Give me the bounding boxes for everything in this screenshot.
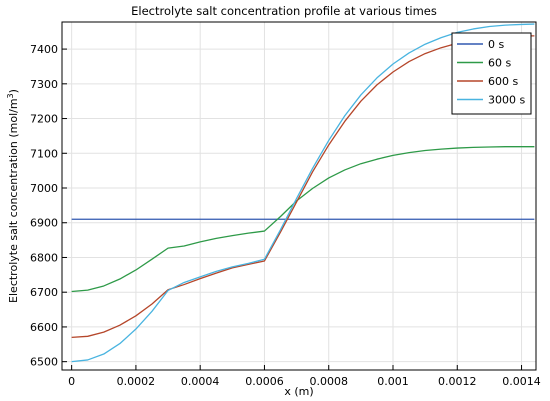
gridlines bbox=[62, 22, 536, 370]
x-tick-label: 0.0008 bbox=[309, 375, 348, 388]
y-axis-title-end: ) bbox=[7, 89, 20, 93]
legend-label: 60 s bbox=[488, 57, 511, 70]
y-tick-label: 7400 bbox=[30, 43, 58, 56]
series-line-60-s bbox=[71, 146, 535, 293]
legend-label: 0 s bbox=[488, 38, 504, 51]
chart-title: Electrolyte salt concentration profile a… bbox=[131, 4, 437, 18]
legend-label: 600 s bbox=[488, 75, 518, 88]
y-tick-label: 6900 bbox=[30, 217, 58, 230]
y-axis-title-sup: 3 bbox=[6, 93, 15, 98]
y-tick-label: 6500 bbox=[30, 356, 58, 369]
legend-box bbox=[451, 32, 532, 115]
y-axis-title-main: Electrolyte salt concentration (mol/m bbox=[7, 98, 20, 303]
x-tick-label: 0.0012 bbox=[438, 375, 477, 388]
legend: 0 s 60 s 600 s 3000 s bbox=[451, 32, 532, 115]
y-tick-label: 7200 bbox=[30, 113, 58, 126]
y-tick-label: 7100 bbox=[30, 147, 58, 160]
plot-frame bbox=[61, 21, 537, 371]
x-tick-label: 0 bbox=[68, 375, 75, 388]
y-tick-label: 7300 bbox=[30, 78, 58, 91]
y-tick-label: 6700 bbox=[30, 286, 58, 299]
y-axis-title: Electrolyte salt concentration (mol/m3) bbox=[6, 89, 20, 303]
x-tick-label: 0.0002 bbox=[117, 375, 156, 388]
x-tick-label: 0.0014 bbox=[502, 375, 541, 388]
legend-label: 3000 s bbox=[488, 94, 525, 107]
x-tick-label: 0.001 bbox=[377, 375, 409, 388]
axis-ticks: 0 0.0002 0.0004 0.0006 0.0008 0.001 0.0012 0.00… bbox=[30, 43, 541, 388]
x-axis-title: x (m) bbox=[284, 385, 313, 398]
y-tick-label: 6800 bbox=[30, 251, 58, 264]
y-tick-label: 6600 bbox=[30, 321, 58, 334]
x-tick-label: 0.0004 bbox=[181, 375, 220, 388]
x-tick-label: 0.0006 bbox=[245, 375, 284, 388]
y-tick-label: 7000 bbox=[30, 182, 58, 195]
series-line-3000-s bbox=[71, 23, 535, 363]
